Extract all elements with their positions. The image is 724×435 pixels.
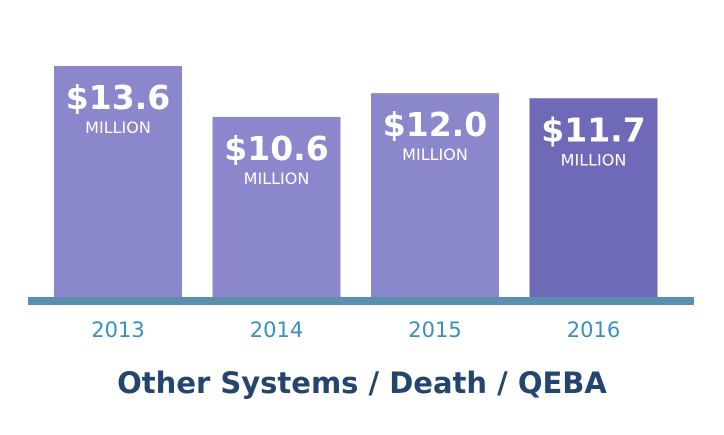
unit-label-2016: MILLION — [561, 150, 627, 169]
chart-title: Other Systems / Death / QEBA — [117, 366, 607, 400]
unit-label-2014: MILLION — [244, 169, 310, 188]
unit-label-2015: MILLION — [402, 145, 468, 164]
x-axis-baseline — [28, 297, 694, 305]
bars-group: $13.6MILLION$10.6MILLION$12.0MILLION$11.… — [54, 66, 658, 299]
unit-label-2013: MILLION — [85, 118, 151, 137]
category-label-2014: 2014 — [250, 318, 303, 342]
bar-2015 — [371, 93, 499, 298]
value-label-2015: $12.0 — [383, 105, 487, 144]
category-label-2016: 2016 — [567, 318, 620, 342]
category-labels-group: 2013 2014 2015 2016 — [91, 318, 620, 342]
category-label-2013: 2013 — [91, 318, 144, 342]
category-label-2015: 2015 — [408, 318, 461, 342]
value-label-2016: $11.7 — [541, 110, 645, 149]
bar-2014 — [212, 116, 341, 299]
value-label-2013: $13.6 — [66, 78, 170, 117]
bar-2013 — [54, 66, 182, 298]
bar-2016 — [529, 98, 658, 298]
value-label-2014: $10.6 — [224, 129, 328, 168]
